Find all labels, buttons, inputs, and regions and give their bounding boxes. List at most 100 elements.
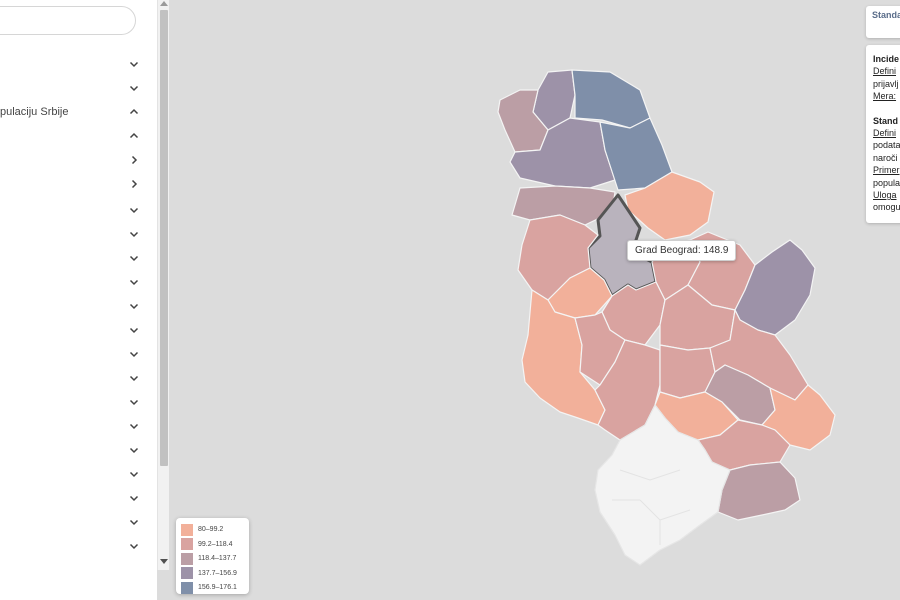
info-link[interactable]: Primer bbox=[873, 164, 900, 176]
scroll-up-icon[interactable] bbox=[160, 1, 168, 6]
sidebar-menu-item[interactable] bbox=[0, 127, 157, 147]
chevron-up-icon[interactable] bbox=[127, 129, 141, 143]
sidebar-menu-item[interactable] bbox=[0, 321, 157, 341]
sidebar-menu-item[interactable] bbox=[0, 345, 157, 365]
legend-item: 99.2–118.4 bbox=[181, 538, 244, 551]
chevron-down-icon[interactable] bbox=[127, 347, 141, 361]
chevron-right-icon[interactable] bbox=[127, 153, 141, 167]
map-legend: 80–99.2 99.2–118.4 118.4–137.7 137.7–156.9 1… bbox=[176, 518, 249, 594]
legend-swatch bbox=[181, 581, 193, 594]
chevron-down-icon[interactable] bbox=[127, 443, 141, 457]
sidebar-menu-item[interactable] bbox=[0, 537, 157, 557]
sidebar-menu-item[interactable] bbox=[0, 55, 157, 75]
chevron-down-icon[interactable] bbox=[127, 275, 141, 289]
legend-label: 156.9–176.1 bbox=[198, 584, 237, 591]
chevron-down-icon[interactable] bbox=[127, 371, 141, 385]
sidebar-menu-item[interactable] bbox=[0, 175, 157, 195]
info-link[interactable]: Uloga bbox=[873, 189, 899, 201]
legend-label: 137.7–156.9 bbox=[198, 569, 237, 577]
legend-label: 99.2–118.4 bbox=[198, 540, 233, 548]
search-input[interactable] bbox=[0, 6, 136, 35]
legend-swatch bbox=[181, 552, 193, 565]
region-juzno-banatski[interactable] bbox=[624, 171, 715, 241]
chevron-right-icon[interactable] bbox=[127, 177, 141, 191]
sidebar-menu-item[interactable] bbox=[0, 201, 157, 221]
chevron-down-icon[interactable] bbox=[127, 467, 141, 481]
scroll-down-icon[interactable] bbox=[160, 559, 168, 564]
sidebar-menu-item[interactable] bbox=[0, 79, 157, 99]
chevron-up-icon[interactable] bbox=[127, 105, 141, 119]
sidebar-menu-item[interactable] bbox=[0, 273, 157, 293]
sidebar-menu-item[interactable] bbox=[0, 297, 157, 317]
info-text: prijavlj bbox=[873, 78, 899, 90]
sidebar-menu-item[interactable] bbox=[0, 369, 157, 389]
sidebar-menu-item[interactable] bbox=[0, 225, 157, 245]
region-pirotski[interactable] bbox=[761, 384, 836, 451]
chevron-down-icon[interactable] bbox=[127, 299, 141, 313]
info-line-text: Defini bbox=[873, 66, 897, 77]
info-text: omogu bbox=[873, 201, 900, 213]
panel-title: Standa bbox=[872, 10, 900, 20]
info-line-text: prijavlj bbox=[873, 78, 899, 89]
chevron-down-icon[interactable] bbox=[127, 539, 141, 553]
sidebar-menu-item[interactable] bbox=[0, 393, 157, 413]
info-heading: Incide bbox=[873, 53, 899, 65]
chevron-down-icon[interactable] bbox=[127, 491, 141, 505]
sidebar-menu-item[interactable] bbox=[0, 465, 157, 485]
chevron-down-icon[interactable] bbox=[127, 395, 141, 409]
sidebar-menu-item-label: pulaciju Srbije bbox=[0, 106, 69, 118]
info-panel: Incide Defini prijavlj Mera: Stand Defini poda… bbox=[866, 45, 900, 223]
sidebar-menu-item[interactable]: pulaciju Srbije bbox=[0, 103, 157, 123]
chevron-down-icon[interactable] bbox=[127, 203, 141, 217]
info-text: naroči bbox=[873, 152, 899, 164]
legend-label: 118.4–137.7 bbox=[198, 555, 237, 562]
chevron-down-icon[interactable] bbox=[127, 57, 141, 71]
chevron-down-icon[interactable] bbox=[127, 227, 141, 241]
chevron-down-icon[interactable] bbox=[127, 251, 141, 265]
sidebar-menu-item[interactable] bbox=[0, 513, 157, 533]
chevron-down-icon[interactable] bbox=[127, 81, 141, 95]
standard-panel-header[interactable]: Standa bbox=[866, 6, 900, 38]
info-line-suffix: : bbox=[893, 91, 897, 102]
info-heading: Stand bbox=[873, 115, 899, 127]
sidebar-menu-item[interactable] bbox=[0, 441, 157, 461]
map-tooltip: Grad Beograd: 148.9 bbox=[627, 240, 737, 261]
chevron-down-icon[interactable] bbox=[127, 419, 141, 433]
legend-swatch bbox=[181, 538, 193, 550]
info-line-text: podata bbox=[873, 140, 900, 151]
info-line-text: Stand bbox=[873, 115, 899, 126]
info-line-text: Mera bbox=[873, 91, 894, 102]
scrollbar-thumb[interactable] bbox=[160, 10, 168, 466]
sidebar-scrollbar[interactable] bbox=[157, 0, 169, 570]
sidebar-menu-item[interactable] bbox=[0, 489, 157, 509]
sidebar-menu-item[interactable] bbox=[0, 249, 157, 269]
info-link[interactable]: Mera: bbox=[873, 90, 899, 102]
legend-swatch bbox=[181, 523, 193, 536]
info-line-text: popula bbox=[873, 177, 900, 188]
sidebar-menu-item[interactable] bbox=[0, 417, 157, 437]
serbia-choropleth-map[interactable] bbox=[170, 0, 900, 600]
chevron-down-icon[interactable] bbox=[127, 323, 141, 337]
legend-swatch bbox=[181, 567, 193, 579]
info-link[interactable]: Defini bbox=[873, 127, 899, 139]
legend-item: 118.4–137.7 bbox=[181, 552, 244, 565]
legend-item: 156.9–176.1 bbox=[181, 581, 244, 594]
info-spacer bbox=[873, 103, 899, 115]
legend-label: 80–99.2 bbox=[198, 526, 224, 533]
legend-item: 137.7–156.9 bbox=[181, 567, 244, 580]
info-line-text: omogu bbox=[873, 202, 900, 213]
info-line-text: naroči bbox=[873, 152, 898, 163]
sidebar: pulaciju Srbije bbox=[0, 0, 157, 600]
info-line-text: Incide bbox=[873, 54, 900, 64]
info-link[interactable]: Defini bbox=[873, 65, 899, 77]
info-line-text: Primer bbox=[873, 165, 900, 176]
region-kosovo-no-data[interactable] bbox=[594, 404, 731, 566]
info-line-text: Uloga bbox=[873, 190, 897, 201]
legend-item: 80–99.2 bbox=[181, 523, 244, 536]
info-text: popula bbox=[873, 177, 900, 189]
chevron-down-icon[interactable] bbox=[127, 515, 141, 529]
info-text: podata bbox=[873, 139, 900, 151]
map-area[interactable] bbox=[170, 0, 900, 600]
info-line-text: Defini bbox=[873, 128, 897, 139]
sidebar-menu-item[interactable] bbox=[0, 151, 157, 171]
